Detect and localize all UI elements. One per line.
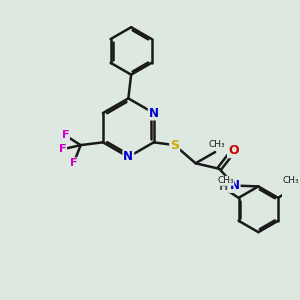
Text: O: O [228,144,238,157]
Text: N: N [149,106,159,119]
Text: N: N [123,151,133,164]
Text: H: H [219,182,229,192]
Text: S: S [170,139,179,152]
Text: CH₃: CH₃ [217,176,234,185]
Text: F: F [59,144,66,154]
Text: CH₃: CH₃ [283,176,300,185]
Text: N: N [230,179,240,192]
Text: F: F [70,158,77,168]
Text: CH₃: CH₃ [208,140,225,149]
Text: F: F [61,130,69,140]
